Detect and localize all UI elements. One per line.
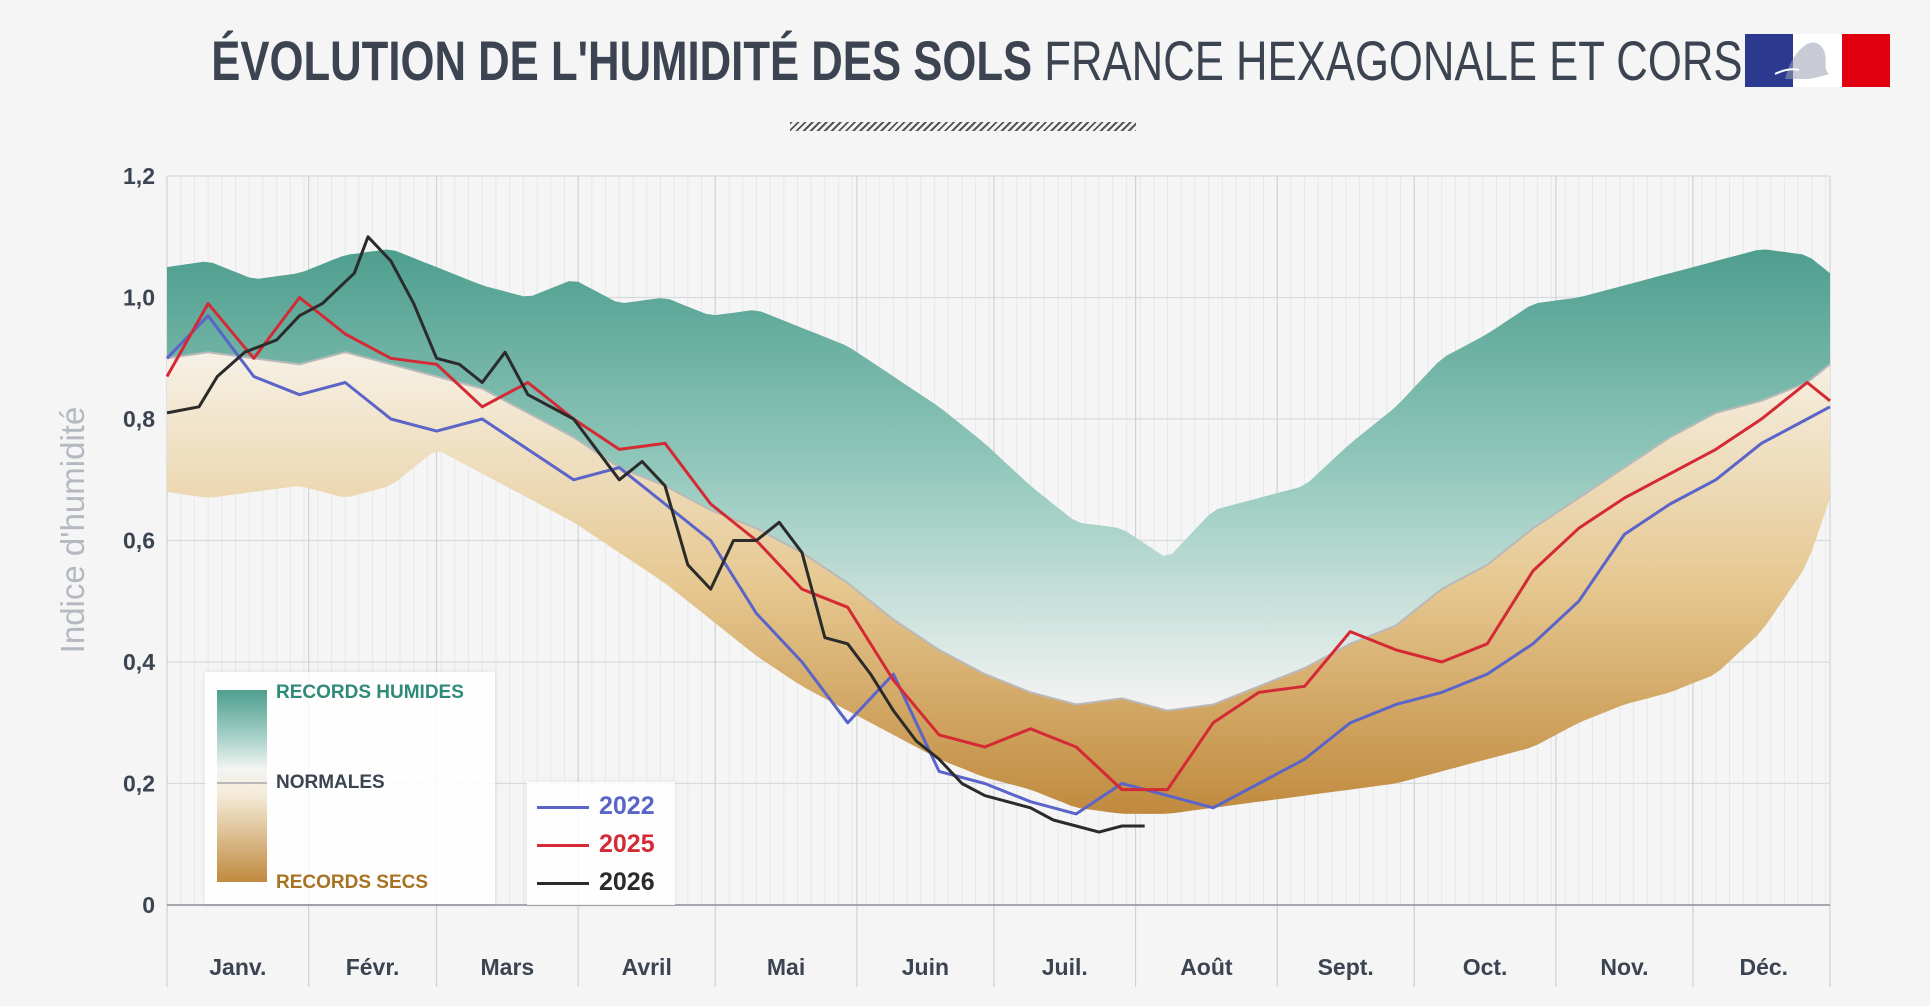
x-tick-label: Nov.: [1600, 954, 1648, 980]
bands-gradient-swatch: [217, 690, 267, 882]
title-main: ÉVOLUTION DE L'HUMIDITÉ DES SOLS: [211, 29, 1033, 92]
x-tick-label: Avril: [622, 954, 672, 980]
x-tick-label: Juin: [902, 954, 949, 980]
x-tick-label: Janv.: [209, 954, 266, 980]
y-tick-label: 1,0: [123, 285, 155, 311]
y-axis-label: Indice d'humidité: [54, 407, 91, 654]
republique-francaise-logo: [1745, 34, 1890, 87]
x-tick-label: Févr.: [346, 954, 400, 980]
y-tick-label: 0,8: [123, 406, 155, 432]
x-tick-label: Sept.: [1318, 954, 1374, 980]
legend-label-2025: 2025: [599, 830, 655, 858]
series-legend: 2022 2025 2026: [527, 782, 675, 905]
series-line-2026: [166, 235, 1145, 834]
x-tick-label: Mars: [481, 954, 535, 980]
x-tick-label: Juil.: [1042, 954, 1088, 980]
title-divider: [790, 122, 1136, 131]
legend-item-2022: 2022: [537, 792, 672, 822]
legend-line-2022: [537, 806, 589, 809]
normal-line-swatch: [217, 782, 267, 784]
legend-line-2025: [537, 844, 589, 847]
y-tick-label: 1,2: [123, 163, 155, 189]
chart-axes: 0 0,2 0,4 0,6 0,8 1,0 1,2 Janv. Févr. Mars Avril Ma…: [123, 163, 1830, 980]
series-lines: [165, 235, 1831, 834]
x-tick-label: Mai: [767, 954, 805, 980]
legend-records-secs: RECORDS SECS: [276, 872, 429, 893]
x-tick-label: Août: [1180, 954, 1233, 980]
y-tick-label: 0,2: [123, 771, 155, 797]
y-tick-label: 0,4: [123, 649, 155, 675]
legend-item-2026: 2026: [537, 868, 672, 898]
legend-records-humides: RECORDS HUMIDES: [276, 682, 464, 703]
x-tick-label: Déc.: [1739, 954, 1788, 980]
legend-label-2022: 2022: [599, 792, 655, 820]
legend-line-2026: [537, 882, 589, 885]
x-tick-label: Oct.: [1463, 954, 1508, 980]
legend-normales: NORMALES: [276, 772, 385, 793]
wet-records-band: [167, 249, 1830, 710]
series-line-2022: [165, 314, 1831, 816]
series-line-2025: [165, 296, 1831, 792]
legend-label-2026: 2026: [599, 868, 655, 896]
y-tick-label: 0: [142, 892, 155, 918]
legend-item-2025: 2025: [537, 830, 672, 860]
bands-legend: RECORDS HUMIDES NORMALES RECORDS SECS: [205, 672, 495, 904]
normal-line: [166, 351, 1831, 712]
y-tick-label: 0,6: [123, 528, 155, 554]
page-title: ÉVOLUTION DE L'HUMIDITÉ DES SOLS FRANCE …: [211, 28, 1771, 93]
title-sub: FRANCE HEXAGONALE ET CORSE: [1044, 29, 1772, 92]
